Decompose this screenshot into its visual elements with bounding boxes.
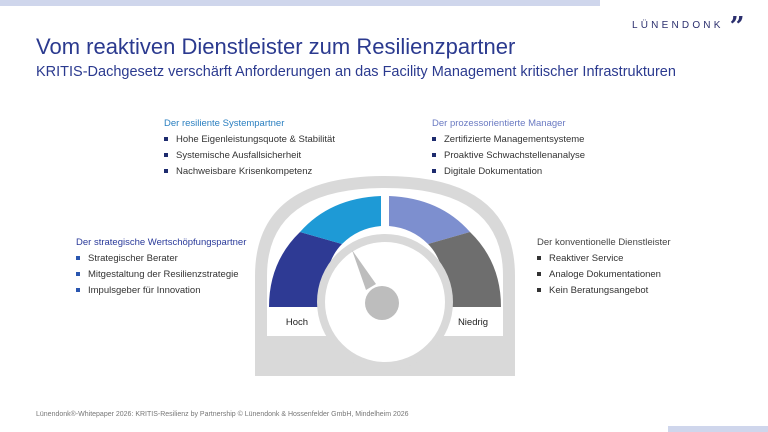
gauge-segment-upper-left bbox=[300, 196, 381, 244]
list-item: Hohe Eigenleistungsquote & Stabilität bbox=[164, 134, 335, 145]
footer-copyright: Lünendonk®-Whitepaper 2026: KRITIS-Resil… bbox=[36, 411, 409, 418]
block-title: Der resiliente Systempartner bbox=[164, 118, 285, 129]
block-title: Der strategische Wertschöpfungspartner bbox=[76, 237, 247, 248]
logo-text: LÜNENDONK bbox=[632, 19, 724, 31]
block-process-oriented-manager: Der prozessorientierte Manager Zertifizi… bbox=[432, 118, 585, 182]
gauge-label-low: Niedrig bbox=[458, 317, 488, 328]
page-subtitle: KRITIS-Dachgesetz verschärft Anforderung… bbox=[36, 64, 676, 80]
list-item: Reaktiver Service bbox=[537, 253, 671, 264]
bullet-list: Reaktiver Service Analoge Dokumentatione… bbox=[537, 253, 671, 296]
block-conventional-service-provider: Der konventionelle Dienstleister Reaktiv… bbox=[537, 237, 671, 301]
list-item: Mitgestaltung der Resilienzstrategie bbox=[76, 269, 246, 280]
list-item-text: Reaktiver Service bbox=[549, 253, 624, 264]
list-item-text: Proaktive Schwachstellenanalyse bbox=[444, 150, 585, 161]
list-item: Zertifizierte Managementsysteme bbox=[432, 134, 585, 145]
gauge-segment-upper-right bbox=[389, 196, 470, 244]
resilience-gauge: Hoch Niedrig bbox=[255, 176, 515, 376]
list-item: Strategischer Berater bbox=[76, 253, 246, 264]
bullet-icon bbox=[432, 137, 436, 141]
page-title: Vom reaktiven Dienstleister zum Resilien… bbox=[36, 34, 516, 59]
list-item-text: Nachweisbare Krisenkompetenz bbox=[176, 166, 313, 177]
gauge-label-high: Hoch bbox=[286, 317, 308, 328]
gauge-needle bbox=[352, 250, 376, 290]
logo-quote-mark: ” bbox=[729, 12, 745, 42]
top-accent-bar bbox=[0, 0, 600, 6]
block-strategic-value-partner: Der strategische Wertschöpfungspartner S… bbox=[76, 237, 246, 301]
list-item-text: Impulsgeber für Innovation bbox=[88, 285, 201, 296]
bullet-icon bbox=[537, 272, 541, 276]
bullet-icon bbox=[76, 272, 80, 276]
list-item-text: Zertifizierte Managementsysteme bbox=[444, 134, 585, 145]
list-item: Systemische Ausfallsicherheit bbox=[164, 150, 335, 161]
list-item: Analoge Dokumentationen bbox=[537, 269, 671, 280]
list-item-text: Systemische Ausfallsicherheit bbox=[176, 150, 302, 161]
bullet-icon bbox=[164, 153, 168, 157]
list-item: Digitale Dokumentation bbox=[432, 166, 585, 177]
block-title: Der konventionelle Dienstleister bbox=[537, 237, 671, 248]
bullet-icon bbox=[164, 137, 168, 141]
bottom-accent-bar bbox=[668, 426, 768, 432]
list-item: Proaktive Schwachstellenanalyse bbox=[432, 150, 585, 161]
bullet-icon bbox=[432, 153, 436, 157]
bullet-list: Zertifizierte Managementsysteme Proaktiv… bbox=[432, 134, 585, 177]
block-title: Der prozessorientierte Manager bbox=[432, 118, 566, 129]
bullet-icon bbox=[164, 169, 168, 173]
list-item-text: Hohe Eigenleistungsquote & Stabilität bbox=[176, 134, 335, 145]
bullet-icon bbox=[537, 288, 541, 292]
list-item-text: Strategischer Berater bbox=[88, 253, 178, 264]
list-item-text: Mitgestaltung der Resilienzstrategie bbox=[88, 269, 239, 280]
list-item-text: Kein Beratungsangebot bbox=[549, 285, 649, 296]
list-item: Nachweisbare Krisenkompetenz bbox=[164, 166, 335, 177]
bullet-list: Strategischer Berater Mitgestaltung der … bbox=[76, 253, 246, 296]
bullet-icon bbox=[76, 288, 80, 292]
list-item: Kein Beratungsangebot bbox=[537, 285, 671, 296]
list-item-text: Digitale Dokumentation bbox=[444, 166, 543, 177]
bullet-icon bbox=[537, 256, 541, 260]
list-item: Impulsgeber für Innovation bbox=[76, 285, 246, 296]
list-item-text: Analoge Dokumentationen bbox=[549, 269, 661, 280]
bullet-icon bbox=[432, 169, 436, 173]
bullet-icon bbox=[76, 256, 80, 260]
block-resilient-system-partner: Der resiliente Systempartner Hohe Eigenl… bbox=[164, 118, 335, 182]
gauge-needle-hub bbox=[365, 286, 399, 320]
luenendonk-logo: LÜNENDONK ” bbox=[632, 12, 745, 42]
bullet-list: Hohe Eigenleistungsquote & Stabilität Sy… bbox=[164, 134, 335, 177]
